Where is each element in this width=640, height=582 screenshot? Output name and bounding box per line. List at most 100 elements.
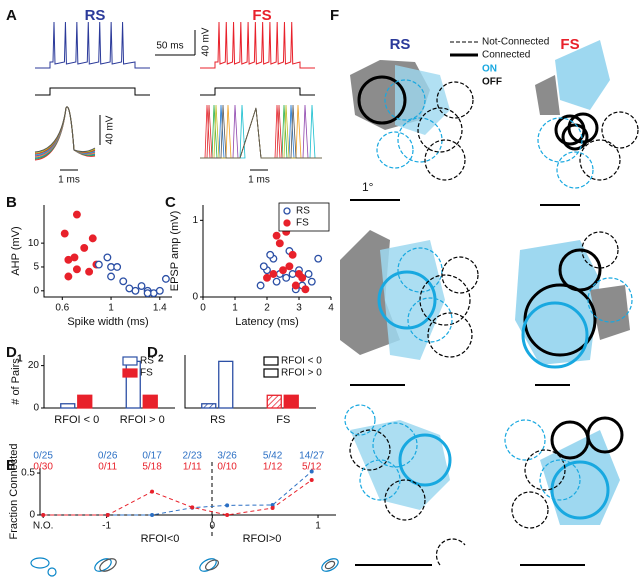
scale-label: 40 mV bbox=[201, 27, 212, 56]
value-label: 5/12 bbox=[302, 462, 322, 473]
panel-sublabel: 1 bbox=[17, 354, 23, 365]
value-label: 14/27 bbox=[299, 451, 324, 462]
point bbox=[72, 265, 81, 274]
point bbox=[113, 263, 122, 271]
point bbox=[190, 505, 195, 510]
point bbox=[155, 286, 164, 295]
x-tick-label: 0 bbox=[200, 303, 206, 314]
point bbox=[107, 272, 115, 281]
x-tick-label: FS bbox=[276, 414, 290, 426]
point bbox=[272, 231, 281, 240]
panel-label: D bbox=[6, 344, 17, 361]
point bbox=[150, 489, 155, 494]
point bbox=[119, 277, 128, 286]
point bbox=[314, 254, 323, 263]
point bbox=[161, 274, 170, 283]
point bbox=[304, 270, 313, 278]
legend-label: OFF bbox=[482, 77, 502, 88]
bar bbox=[142, 394, 158, 409]
point bbox=[150, 513, 155, 517]
point bbox=[301, 285, 310, 294]
legend-marker bbox=[122, 368, 138, 378]
point bbox=[105, 513, 110, 517]
line bbox=[43, 479, 312, 516]
x-tick-label: 2 bbox=[264, 303, 270, 314]
point bbox=[279, 266, 287, 275]
y-label: Fraction Connected bbox=[8, 444, 20, 540]
y-tick-label: 1 bbox=[192, 215, 198, 226]
scale-label: 50 ms bbox=[156, 41, 183, 52]
point bbox=[309, 469, 314, 474]
legend-marker bbox=[263, 356, 279, 366]
value-label: 5/42 bbox=[263, 451, 283, 462]
scale-label: 1 ms bbox=[58, 175, 80, 186]
panel-label: A bbox=[6, 7, 17, 24]
legend-label: RS bbox=[296, 206, 310, 217]
scale-label: 40 mV bbox=[105, 115, 116, 144]
panel-label: B bbox=[6, 194, 17, 211]
point bbox=[256, 281, 265, 290]
y-tick-label: 0.5 bbox=[21, 468, 35, 479]
legend-marker bbox=[283, 219, 291, 227]
panel-label: D bbox=[147, 344, 158, 361]
rs-title: RS bbox=[390, 36, 411, 53]
value-label: 0/10 bbox=[217, 462, 237, 473]
value-label: 0/11 bbox=[98, 462, 117, 473]
value-label: 1/12 bbox=[263, 462, 283, 473]
legend-label: Connected bbox=[482, 50, 530, 61]
point bbox=[282, 273, 291, 282]
legend-marker bbox=[263, 368, 279, 378]
point bbox=[41, 513, 46, 517]
x-tick-label: RFOI > 0 bbox=[120, 414, 165, 426]
y-tick-label: 10 bbox=[28, 238, 40, 249]
point bbox=[137, 282, 146, 290]
point bbox=[125, 284, 134, 293]
x-tick-label: 4 bbox=[328, 303, 334, 314]
point bbox=[259, 262, 268, 271]
panel-sublabel: 2 bbox=[158, 354, 164, 365]
trace bbox=[35, 21, 150, 69]
point bbox=[143, 289, 152, 298]
value-label: 0/30 bbox=[33, 462, 53, 473]
point bbox=[263, 273, 271, 282]
point bbox=[269, 270, 278, 278]
y-tick-label: 0 bbox=[192, 292, 198, 303]
legend-label: FS bbox=[296, 218, 309, 229]
y-label: EPSP amp (mV) bbox=[169, 211, 181, 292]
point bbox=[291, 281, 300, 290]
point bbox=[70, 253, 79, 262]
value-label: 5/18 bbox=[142, 462, 162, 473]
point bbox=[288, 250, 297, 259]
x-tick-label: RS bbox=[210, 414, 225, 426]
y-tick-label: 5 bbox=[33, 262, 39, 273]
legend-label: FS bbox=[140, 368, 153, 379]
x-tick-label: 0 bbox=[210, 521, 216, 532]
rs-title: RS bbox=[85, 7, 106, 24]
x-tick-label: 3 bbox=[296, 303, 302, 314]
spike-overlay bbox=[200, 104, 322, 159]
y-label: # of Pairs bbox=[10, 358, 22, 405]
spike-overlay bbox=[34, 106, 96, 153]
panel-label: F bbox=[330, 7, 339, 24]
legend-label: ON bbox=[482, 64, 497, 75]
stimulus bbox=[200, 87, 315, 96]
point bbox=[60, 229, 69, 238]
x-tick-label: N.O. bbox=[33, 521, 54, 532]
point bbox=[85, 267, 94, 276]
point bbox=[288, 270, 297, 278]
point bbox=[266, 250, 275, 259]
legend-marker bbox=[122, 356, 138, 366]
point bbox=[72, 210, 81, 219]
bar bbox=[60, 403, 76, 409]
legend-label: Not-Connected bbox=[482, 37, 549, 48]
f-legend: Not-Connected Connected ON OFF bbox=[450, 37, 549, 88]
y-tick-label: 0 bbox=[29, 510, 35, 521]
rf-maps bbox=[340, 40, 639, 566]
point bbox=[309, 478, 314, 483]
annotation: RFOI<0 bbox=[141, 533, 180, 545]
point bbox=[270, 503, 275, 508]
bar bbox=[77, 394, 93, 409]
icons bbox=[30, 557, 339, 577]
scale-label: 1° bbox=[362, 180, 374, 194]
trace bbox=[200, 21, 315, 69]
